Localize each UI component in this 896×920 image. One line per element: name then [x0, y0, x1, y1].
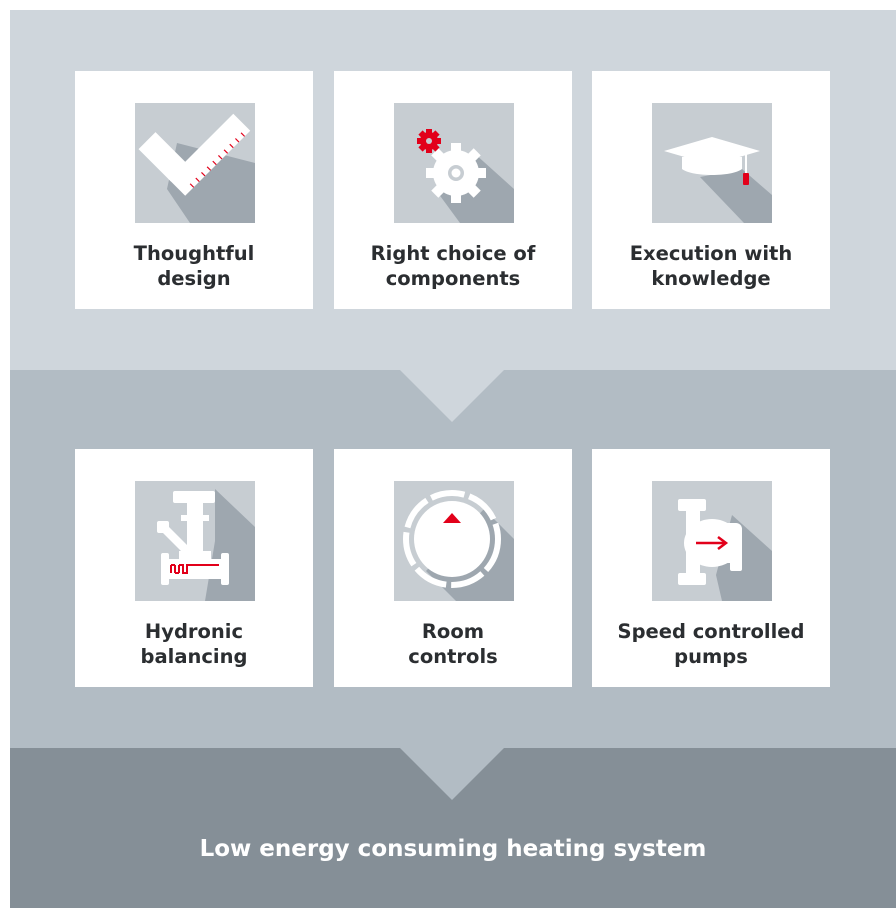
card-label: Thoughtful design: [133, 242, 255, 290]
graduation-cap-icon: [652, 103, 772, 223]
thermostat-icon: [394, 481, 514, 601]
down-arrow: [400, 748, 504, 800]
down-arrow: [400, 370, 504, 422]
card-hydronic-balancing: Hydronic balancing: [75, 449, 313, 687]
card-label: Right choice of components: [370, 242, 536, 290]
card-speed-controlled-pumps: Speed controlled pumps: [592, 449, 830, 687]
card-room-controls: Room controls: [334, 449, 572, 687]
card-label: Speed controlled pumps: [617, 620, 805, 668]
card-label: Hydronic balancing: [140, 620, 248, 668]
card-thoughtful-design: Thoughtful design: [75, 71, 313, 309]
result-text: Low energy consuming heating system: [199, 836, 707, 862]
balancing-valve-icon: [135, 481, 255, 601]
card-label: Execution with knowledge: [629, 242, 793, 290]
card-execution-with-knowledge: Execution with knowledge: [592, 71, 830, 309]
card-right-choice-of-components: Right choice of components: [334, 71, 572, 309]
square-ruler-icon: [135, 103, 255, 223]
gears-icon: [394, 103, 514, 223]
card-label: Room controls: [408, 620, 498, 668]
pump-icon: [652, 481, 772, 601]
